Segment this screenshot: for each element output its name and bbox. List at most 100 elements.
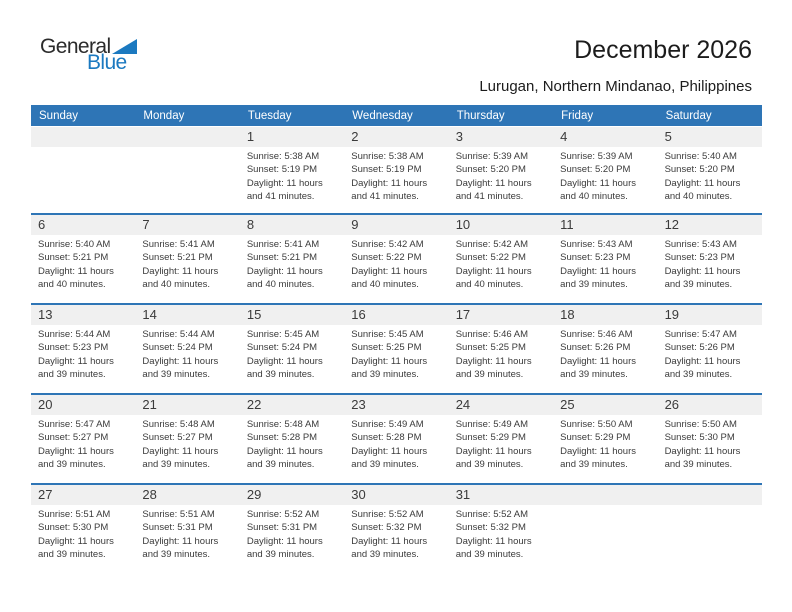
sun-info: Sunrise: 5:52 AM Sunset: 5:32 PM Daylight:… [344,505,448,561]
date-number-band: 28 [135,485,240,505]
sun-info: Sunrise: 5:48 AM Sunset: 5:27 PM Daylight:… [135,415,239,471]
day-cell-empty [553,485,658,573]
sunset-text: Sunset: 5:28 PM [246,432,318,444]
sunrise-text: Sunrise: 5:42 AM [351,239,424,250]
sunset-text: Sunset: 5:25 PM [455,342,526,354]
daylight-text: Daylight: 11 hours and 41 minutes. [351,177,428,202]
day-cell-20: 20 Sunrise: 5:47 AM Sunset: 5:27 PM Dayligh… [31,395,136,483]
day-cell-15: 15 Sunrise: 5:45 AM Sunset: 5:24 PM Dayligh… [239,305,345,393]
sunrise-text: Sunrise: 5:45 AM [351,329,424,340]
date-number-band: 14 [135,305,240,325]
day-cell-14: 14 Sunrise: 5:44 AM Sunset: 5:24 PM Dayligh… [135,305,240,393]
daylight-text: Daylight: 11 hours and 40 minutes. [142,265,219,290]
sunset-text: Sunset: 5:28 PM [351,432,422,444]
day-cell-5: 5 Sunrise: 5:40 AM Sunset: 5:20 PM Daylight… [657,127,762,213]
weekday-header-row: Sunday Monday Tuesday Wednesday Thursday Frid… [31,105,762,126]
sunset-text: Sunset: 5:30 PM [38,522,109,534]
calendar-week-row: 1 Sunrise: 5:38 AM Sunset: 5:19 PM Daylight… [31,127,762,213]
day-cell-empty [31,127,136,213]
sunrise-text: Sunrise: 5:51 AM [38,509,111,520]
general-blue-logo: General Blue [40,36,137,74]
day-cell-24: 24 Sunrise: 5:49 AM Sunset: 5:29 PM Dayligh… [448,395,554,483]
day-cell-6: 6 Sunrise: 5:40 AM Sunset: 5:21 PM Daylight… [31,215,136,303]
date-number-band: 18 [553,305,658,325]
sun-info: Sunrise: 5:48 AM Sunset: 5:28 PM Daylight:… [240,415,344,471]
day-cell-2: 2 Sunrise: 5:38 AM Sunset: 5:19 PM Daylight… [344,127,449,213]
day-cell-18: 18 Sunrise: 5:46 AM Sunset: 5:26 PM Dayligh… [553,305,658,393]
day-cell-13: 13 Sunrise: 5:44 AM Sunset: 5:23 PM Dayligh… [31,305,136,393]
sunrise-text: Sunrise: 5:42 AM [455,239,529,250]
daylight-text: Daylight: 11 hours and 40 minutes. [351,265,428,290]
sunset-text: Sunset: 5:31 PM [142,522,213,534]
day-cell-1: 1 Sunrise: 5:38 AM Sunset: 5:19 PM Daylight… [239,127,345,213]
date-number-band: 21 [135,395,240,415]
date-number-band: 24 [448,395,554,415]
daylight-text: Daylight: 11 hours and 39 minutes. [351,445,428,470]
logo-text-blue: Blue [87,51,127,74]
daylight-text: Daylight: 11 hours and 39 minutes. [664,355,741,380]
sunrise-text: Sunrise: 5:44 AM [142,329,215,340]
sun-info: Sunrise: 5:47 AM Sunset: 5:26 PM Daylight:… [658,325,762,381]
day-cell-16: 16 Sunrise: 5:45 AM Sunset: 5:25 PM Dayligh… [344,305,449,393]
sunset-text: Sunset: 5:20 PM [455,164,526,176]
day-cell-28: 28 Sunrise: 5:51 AM Sunset: 5:31 PM Dayligh… [135,485,240,573]
day-cell-23: 23 Sunrise: 5:49 AM Sunset: 5:28 PM Dayligh… [344,395,449,483]
day-cell-10: 10 Sunrise: 5:42 AM Sunset: 5:22 PM Dayligh… [448,215,554,303]
sun-info: Sunrise: 5:51 AM Sunset: 5:31 PM Daylight:… [135,505,239,561]
sunset-text: Sunset: 5:21 PM [142,252,213,264]
sun-info: Sunrise: 5:45 AM Sunset: 5:24 PM Daylight:… [240,325,344,381]
date-number-band: 4 [553,127,658,147]
sunrise-text: Sunrise: 5:38 AM [246,151,320,162]
calendar-week-row: 13 Sunrise: 5:44 AM Sunset: 5:23 PM Dayligh… [31,303,762,393]
sunset-text: Sunset: 5:23 PM [560,252,631,264]
day-cell-4: 4 Sunrise: 5:39 AM Sunset: 5:20 PM Daylight… [553,127,658,213]
sun-info: Sunrise: 5:46 AM Sunset: 5:26 PM Daylight:… [553,325,657,381]
date-number-band: 16 [344,305,449,325]
sun-info: Sunrise: 5:45 AM Sunset: 5:25 PM Daylight:… [344,325,448,381]
date-number-band: 1 [239,127,345,147]
day-cell-empty [657,485,762,573]
date-number-band: 22 [239,395,345,415]
sun-info: Sunrise: 5:44 AM Sunset: 5:24 PM Daylight:… [135,325,239,381]
page-title: December 2026 [574,36,752,64]
daylight-text: Daylight: 11 hours and 39 minutes. [246,535,323,560]
sunrise-text: Sunrise: 5:46 AM [560,329,633,340]
daylight-text: Daylight: 11 hours and 39 minutes. [351,355,428,380]
day-cell-19: 19 Sunrise: 5:47 AM Sunset: 5:26 PM Dayligh… [657,305,762,393]
sunset-text: Sunset: 5:23 PM [664,252,735,264]
daylight-text: Daylight: 11 hours and 41 minutes. [246,177,323,202]
day-cell-29: 29 Sunrise: 5:52 AM Sunset: 5:31 PM Dayligh… [239,485,345,573]
sunrise-text: Sunrise: 5:46 AM [455,329,529,340]
daylight-text: Daylight: 11 hours and 39 minutes. [38,355,114,380]
sunset-text: Sunset: 5:31 PM [246,522,318,534]
daylight-text: Daylight: 11 hours and 39 minutes. [246,355,323,380]
daylight-text: Daylight: 11 hours and 39 minutes. [142,355,219,380]
sun-info: Sunrise: 5:39 AM Sunset: 5:20 PM Daylight:… [449,147,553,203]
sunset-text: Sunset: 5:19 PM [246,164,318,176]
date-number-band: 2 [344,127,449,147]
daylight-text: Daylight: 11 hours and 39 minutes. [664,445,741,470]
sunset-text: Sunset: 5:32 PM [351,522,422,534]
sunrise-text: Sunrise: 5:51 AM [142,509,215,520]
date-number-band: 9 [344,215,449,235]
date-number-band: 25 [553,395,658,415]
sun-info: Sunrise: 5:43 AM Sunset: 5:23 PM Daylight:… [553,235,657,291]
day-cell-12: 12 Sunrise: 5:43 AM Sunset: 5:23 PM Dayligh… [657,215,762,303]
sun-info: Sunrise: 5:47 AM Sunset: 5:27 PM Daylight:… [31,415,135,471]
sunset-text: Sunset: 5:21 PM [246,252,318,264]
sunrise-text: Sunrise: 5:52 AM [455,509,529,520]
weekday-header-wednesday: Wednesday [352,109,413,122]
day-cell-9: 9 Sunrise: 5:42 AM Sunset: 5:22 PM Daylight… [344,215,449,303]
sunset-text: Sunset: 5:20 PM [560,164,631,176]
sunrise-text: Sunrise: 5:43 AM [560,239,633,250]
date-number-band: 3 [448,127,554,147]
sun-info: Sunrise: 5:52 AM Sunset: 5:31 PM Daylight:… [240,505,344,561]
sunset-text: Sunset: 5:26 PM [664,342,735,354]
date-number-band: 29 [239,485,345,505]
day-cell-31: 31 Sunrise: 5:52 AM Sunset: 5:32 PM Dayligh… [448,485,554,573]
day-cell-7: 7 Sunrise: 5:41 AM Sunset: 5:21 PM Daylight… [135,215,240,303]
daylight-text: Daylight: 11 hours and 40 minutes. [38,265,114,290]
date-number-band: 10 [448,215,554,235]
title-block: December 2026 Lurugan, Northern Mindanao… [479,36,752,96]
daylight-text: Daylight: 11 hours and 39 minutes. [560,445,637,470]
